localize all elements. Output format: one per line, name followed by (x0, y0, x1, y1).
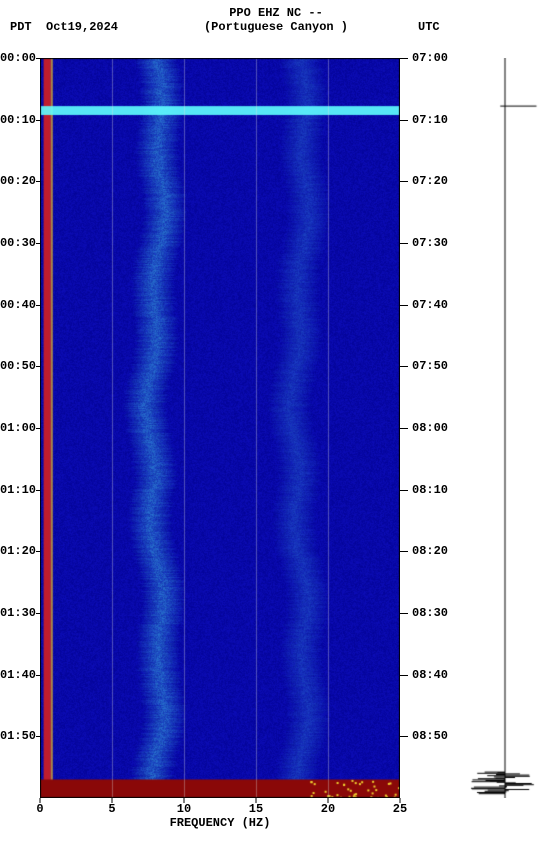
y-tick-right: 07:50 (412, 359, 448, 373)
y-tick-mark-right (400, 736, 408, 737)
y-tick-left: 00:50 (0, 359, 36, 373)
station-id: PPO EHZ NC -- (0, 6, 552, 20)
y-tick-left: 00:10 (0, 113, 36, 127)
y-tick-right: 08:50 (412, 729, 448, 743)
y-tick-right: 07:00 (412, 51, 448, 65)
left-timezone: PDT (10, 20, 32, 34)
y-tick-mark-right (400, 490, 408, 491)
y-tick-mark-right (400, 243, 408, 244)
y-tick-left: 01:30 (0, 606, 36, 620)
x-tick-mark (400, 798, 401, 803)
y-tick-right: 08:30 (412, 606, 448, 620)
y-tick-mark-left (36, 366, 40, 367)
x-tick: 15 (249, 802, 263, 816)
x-tick: 25 (393, 802, 407, 816)
x-tick: 10 (177, 802, 191, 816)
x-tick: 20 (321, 802, 335, 816)
y-tick-mark-left (36, 120, 40, 121)
right-timezone: UTC (418, 20, 440, 34)
y-tick-right: 08:20 (412, 544, 448, 558)
y-tick-left: 01:10 (0, 483, 36, 497)
y-tick-right: 08:10 (412, 483, 448, 497)
spectrogram-canvas (40, 58, 400, 798)
y-tick-mark-left (36, 675, 40, 676)
y-tick-mark-right (400, 58, 408, 59)
y-tick-mark-right (400, 120, 408, 121)
y-tick-mark-left (36, 551, 40, 552)
trace-canvas (470, 58, 540, 798)
y-tick-left: 00:40 (0, 298, 36, 312)
y-tick-right: 07:40 (412, 298, 448, 312)
y-tick-mark-left (36, 613, 40, 614)
y-tick-right: 07:30 (412, 236, 448, 250)
y-tick-left: 00:20 (0, 174, 36, 188)
spectrogram-plot (40, 58, 400, 798)
y-tick-right: 07:10 (412, 113, 448, 127)
x-tick-mark (328, 798, 329, 803)
y-tick-mark-left (36, 305, 40, 306)
y-tick-mark-right (400, 428, 408, 429)
y-tick-mark-right (400, 181, 408, 182)
x-axis-label: FREQUENCY (HZ) (40, 816, 400, 830)
y-tick-left: 00:30 (0, 236, 36, 250)
y-tick-left: 00:00 (0, 51, 36, 65)
y-tick-left: 01:00 (0, 421, 36, 435)
y-tick-mark-right (400, 366, 408, 367)
x-tick-mark (40, 798, 41, 803)
x-tick-mark (256, 798, 257, 803)
y-tick-right: 08:40 (412, 668, 448, 682)
y-tick-right: 08:00 (412, 421, 448, 435)
y-tick-left: 01:20 (0, 544, 36, 558)
y-tick-left: 01:40 (0, 668, 36, 682)
y-tick-mark-right (400, 613, 408, 614)
x-tick-mark (112, 798, 113, 803)
y-tick-mark-right (400, 305, 408, 306)
date-label: Oct19,2024 (46, 20, 118, 34)
y-tick-mark-right (400, 551, 408, 552)
y-tick-mark-left (36, 243, 40, 244)
x-tick: 5 (108, 802, 115, 816)
x-tick-mark (184, 798, 185, 803)
y-tick-mark-left (36, 428, 40, 429)
y-tick-mark-left (36, 490, 40, 491)
y-tick-left: 01:50 (0, 729, 36, 743)
x-tick: 0 (36, 802, 43, 816)
y-tick-mark-right (400, 675, 408, 676)
y-tick-mark-left (36, 58, 40, 59)
y-tick-mark-left (36, 736, 40, 737)
y-tick-right: 07:20 (412, 174, 448, 188)
y-tick-mark-left (36, 181, 40, 182)
amplitude-trace (470, 58, 540, 798)
